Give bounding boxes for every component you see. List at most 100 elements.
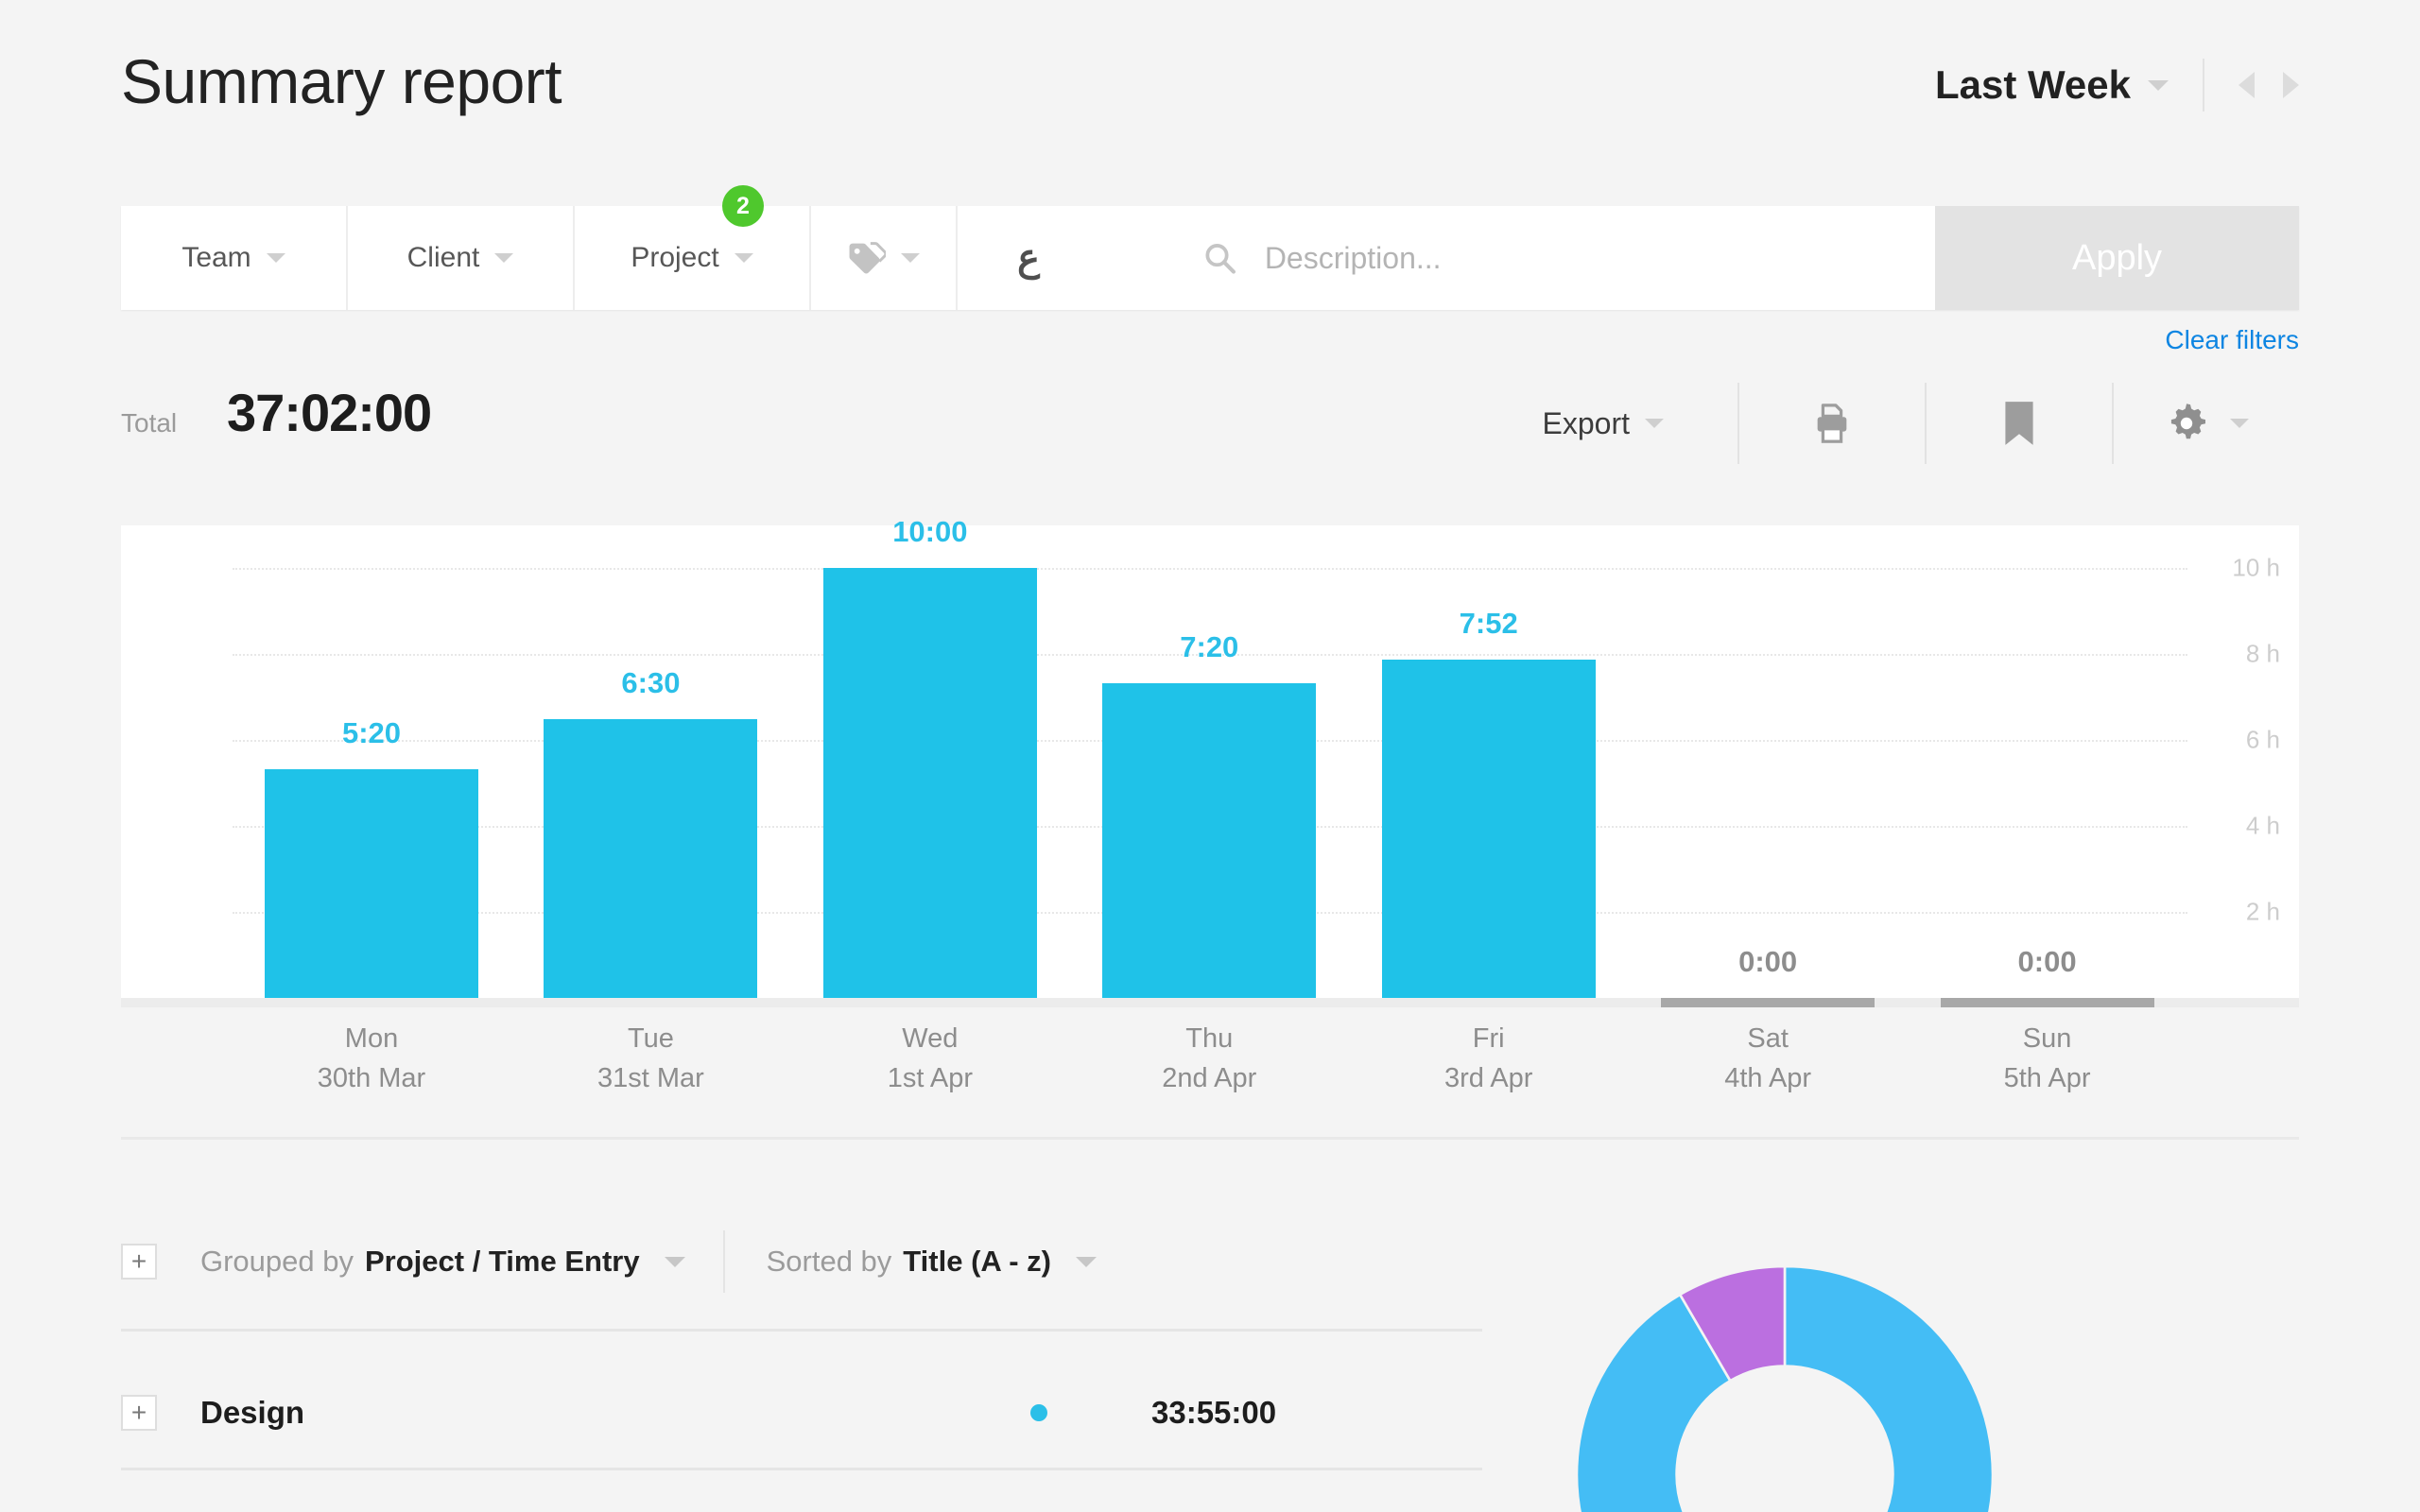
bar-value-label: 5:20: [341, 715, 402, 749]
page-header: Summary report Last Week: [0, 0, 2420, 170]
divider: [2112, 383, 2114, 464]
total-label: Total: [121, 408, 178, 438]
weekend-baseline-stub: [1940, 998, 2154, 1007]
x-axis-day: Fri: [1472, 1023, 1505, 1054]
chevron-down-icon: [494, 253, 514, 263]
bar[interactable]: [1381, 660, 1596, 998]
chart-bars: 5:20 6:30 10:00 7:20 7:52 0:00 0:00: [121, 515, 2299, 998]
prev-arrow-icon[interactable]: [2238, 72, 2255, 98]
sorted-by-selector[interactable]: Sorted by Title (A - z): [766, 1245, 1098, 1279]
bar-value-label: 6:30: [621, 665, 681, 699]
x-axis-date: 3rd Apr: [1443, 1063, 1533, 1094]
print-icon: [1817, 404, 1847, 443]
chevron-down-icon: [900, 253, 920, 263]
chevron-down-icon: [2148, 79, 2169, 91]
x-axis-label: Wed 1st Apr: [791, 1019, 1069, 1098]
bar-value-label: 10:00: [892, 515, 968, 549]
row-color-dot: [1030, 1404, 1047, 1421]
bar[interactable]: [265, 768, 478, 998]
y-axis-tick-label: 4 h: [2245, 811, 2280, 840]
bar-value-label: 0:00: [2017, 945, 2077, 978]
bookmark-button[interactable]: [1927, 378, 2112, 469]
chevron-down-icon: [2230, 419, 2249, 428]
donut-slice[interactable]: [1575, 1264, 1995, 1512]
expand-all-button[interactable]: +: [121, 1244, 157, 1280]
apply-button[interactable]: Apply: [1935, 206, 2299, 310]
chevron-down-icon: [1076, 1256, 1098, 1267]
x-axis-date: 4th Apr: [1724, 1063, 1812, 1094]
range-navigation[interactable]: [2238, 72, 2299, 98]
filter-billable[interactable]: ع: [958, 206, 1099, 310]
search-input[interactable]: [1264, 240, 1935, 276]
grouping-controls: + Grouped by Project / Time Entry Sorted…: [121, 1228, 2299, 1295]
chart-x-axis-labels: Mon 30th Mar Tue 31st Mar Wed 1st Apr Thu 2nd A…: [121, 1019, 2299, 1123]
filter-bar: Team Client Project 2 ع: [121, 185, 2299, 310]
next-arrow-icon[interactable]: [2283, 72, 2299, 98]
billable-icon: ع: [1017, 237, 1040, 279]
project-donut-chart: [1575, 1264, 1995, 1512]
export-label: Export: [1542, 405, 1630, 440]
clear-filters-link[interactable]: Clear filters: [2165, 325, 2299, 354]
donut-slice[interactable]: [1678, 1264, 1787, 1383]
filter-client[interactable]: Client: [348, 206, 575, 310]
x-axis-label: Thu 2nd Apr: [1070, 1019, 1348, 1098]
row-expand-button[interactable]: +: [121, 1395, 157, 1431]
total-row: Total 37:02:00 Export: [121, 378, 2299, 482]
chevron-down-icon: [734, 253, 753, 263]
y-axis-tick-label: 10 h: [2232, 553, 2280, 582]
gridline: [233, 654, 2187, 657]
table-row[interactable]: + Design 33:55:00: [121, 1375, 1482, 1451]
bar-column[interactable]: 10:00: [791, 515, 1069, 998]
filter-team-label: Team: [182, 242, 251, 273]
bar-column[interactable]: 7:20: [1070, 525, 1348, 998]
total-value: 37:02:00: [227, 383, 432, 442]
grouped-by-value: Project / Time Entry: [365, 1245, 640, 1278]
grouped-by-label: Grouped by: [200, 1245, 354, 1278]
date-range-selector[interactable]: Last Week: [1935, 59, 2299, 112]
bar-column[interactable]: 0:00: [1909, 525, 2187, 998]
divider: [722, 1230, 725, 1293]
settings-button[interactable]: [2114, 378, 2299, 469]
filter-team[interactable]: Team: [121, 206, 348, 310]
filter-tag[interactable]: [811, 206, 958, 310]
x-axis-date: 5th Apr: [2003, 1063, 2091, 1094]
grouped-by-selector[interactable]: Grouped by Project / Time Entry: [200, 1245, 685, 1279]
filter-project[interactable]: Project 2: [575, 185, 811, 310]
bookmark-icon: [2005, 402, 2033, 445]
divider: [1925, 383, 1927, 464]
date-range-label: Last Week: [1935, 62, 2131, 107]
bar[interactable]: [1102, 682, 1317, 998]
chevron-down-icon: [664, 1256, 685, 1267]
gridline: [233, 568, 2187, 571]
project-filter-count-badge: 2: [722, 185, 764, 227]
print-button[interactable]: [1739, 378, 1925, 469]
chevron-down-icon: [1645, 419, 1664, 428]
x-axis-label: Tue 31st Mar: [511, 1019, 789, 1098]
bar-column[interactable]: 7:52: [1350, 525, 1628, 998]
bar-value-label: 7:52: [1459, 607, 1518, 641]
bar-column[interactable]: 5:20: [233, 525, 510, 998]
bar[interactable]: [544, 718, 758, 998]
chart-baseline: [121, 998, 2299, 1007]
bar[interactable]: [822, 568, 1037, 998]
page-title: Summary report: [121, 46, 562, 116]
chevron-down-icon: [266, 253, 285, 263]
x-axis-day: Sun: [2022, 1023, 2072, 1054]
filter-client-label: Client: [406, 242, 480, 273]
x-axis-label: Sat 4th Apr: [1629, 1019, 1907, 1098]
tag-icon: [849, 242, 886, 274]
divider: [121, 1329, 1482, 1332]
bar-column[interactable]: 0:00: [1629, 525, 1907, 998]
donut-svg: [1575, 1264, 1995, 1512]
x-axis-date: 30th Mar: [317, 1063, 426, 1094]
row-project-name: Design: [200, 1395, 305, 1430]
bar-chart-panel: 2 h 4 h 6 h 8 h 10 h 5:20 6:30 10:00 7:20 7:52 0:…: [121, 515, 2299, 998]
bar-column[interactable]: 6:30: [511, 525, 789, 998]
description-search[interactable]: [1099, 206, 1935, 310]
export-button[interactable]: Export: [1543, 378, 1737, 469]
x-axis-date: 31st Mar: [597, 1063, 704, 1094]
weekend-baseline-stub: [1661, 998, 1876, 1007]
sorted-by-label: Sorted by: [766, 1245, 892, 1278]
divider: [2203, 59, 2204, 112]
bar-value-label: 0:00: [1738, 945, 1798, 978]
